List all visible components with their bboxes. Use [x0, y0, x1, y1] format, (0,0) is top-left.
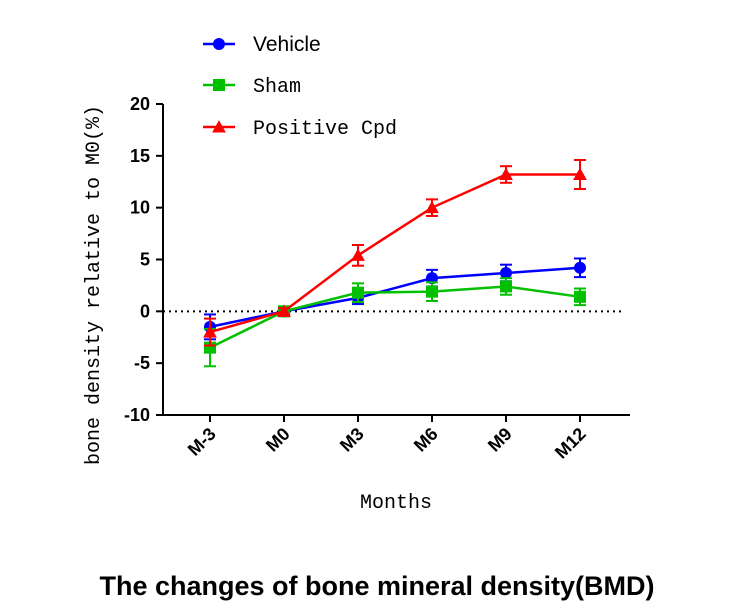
y-tick-label: -5	[134, 353, 150, 373]
data-point-sham	[352, 286, 364, 299]
legend-label-vehicle: Vehicle	[253, 33, 321, 56]
x-tick-label: M9	[484, 424, 516, 456]
data-point-positive-cpd	[573, 167, 587, 181]
data-point-positive-cpd	[351, 248, 365, 261]
legend-label-sham: Sham	[253, 76, 301, 99]
y-tick-label: 0	[140, 301, 150, 321]
legend-marker-vehicle	[213, 38, 225, 50]
x-tick-label: M6	[410, 424, 442, 456]
legend: Vehicle Sham Positive Cpd	[203, 33, 397, 141]
y-axis-title: bone density relative to M0(%)	[83, 105, 106, 465]
data-point-sham	[500, 280, 512, 293]
y-tick-label: 15	[130, 146, 150, 166]
legend-marker-sham	[213, 79, 225, 91]
series-layer	[203, 158, 587, 368]
data-point-positive-cpd	[277, 304, 291, 317]
series-vehicle	[204, 257, 586, 341]
legend-label-positive-cpd: Positive Cpd	[253, 118, 397, 141]
series-sham	[204, 277, 586, 368]
data-point-vehicle	[574, 261, 586, 274]
figure-caption: The changes of bone mineral density(BMD)	[99, 571, 654, 601]
data-point-positive-cpd	[499, 167, 513, 181]
x-axis-title: Months	[360, 492, 432, 515]
x-tick-label: M-3	[184, 424, 220, 460]
data-point-vehicle	[500, 266, 512, 279]
data-point-vehicle	[426, 272, 438, 285]
series-positive-cpd	[203, 158, 587, 347]
data-point-positive-cpd	[203, 325, 217, 338]
y-tick-label: 20	[130, 94, 150, 114]
axes: -10 -5 0 5 10 15 20 M-3 M0 M3 M6 M9 M12	[124, 94, 630, 463]
y-tick-label: 5	[140, 250, 150, 270]
x-tick-label: M0	[262, 424, 294, 456]
data-point-positive-cpd	[425, 200, 439, 214]
data-point-sham	[426, 285, 438, 298]
legend-marker-positive-cpd	[212, 120, 226, 133]
x-tick-label: M3	[336, 424, 368, 456]
data-point-sham	[574, 290, 586, 303]
series-line-positive-cpd	[209, 173, 580, 334]
series-line-sham	[209, 285, 581, 349]
y-tick-label: 10	[130, 198, 150, 218]
x-tick-label: M12	[551, 424, 590, 463]
series-line-vehicle	[209, 266, 581, 329]
y-tick-label: -10	[124, 405, 150, 425]
